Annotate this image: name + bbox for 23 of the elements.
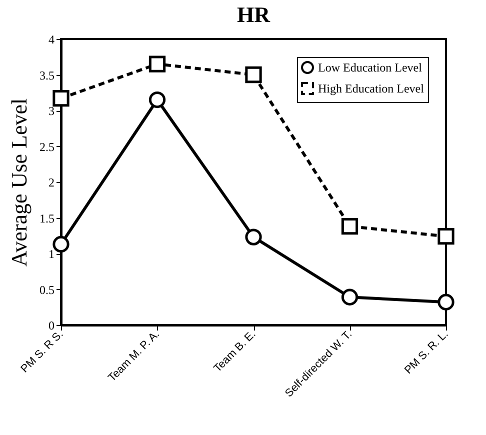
y-tick-label: 3 <box>48 104 54 118</box>
point <box>52 90 70 107</box>
y-tick-label: 1.5 <box>40 211 54 226</box>
legend-label: High Education Level <box>318 82 425 96</box>
legend-label: Low Education Level <box>318 60 423 74</box>
point <box>341 288 358 306</box>
point <box>438 228 454 245</box>
point <box>341 218 358 235</box>
y-tick-label: 0.5 <box>40 282 54 297</box>
point <box>245 228 262 246</box>
y-tick-label: 4 <box>48 32 54 46</box>
chart-title: HR <box>237 2 272 27</box>
point <box>245 66 262 84</box>
y-tick-label: 1 <box>48 247 54 261</box>
point <box>148 56 166 72</box>
y-tick-label: 2 <box>48 176 54 190</box>
x-tick-label: PM S. R. L. <box>402 328 451 377</box>
point <box>148 91 166 108</box>
point <box>52 236 70 253</box>
y-axis-title: Average Use Level <box>6 98 32 267</box>
point <box>438 294 454 310</box>
y-tick-label: 3.5 <box>40 68 54 82</box>
y-tick-label: 2.5 <box>40 140 54 154</box>
